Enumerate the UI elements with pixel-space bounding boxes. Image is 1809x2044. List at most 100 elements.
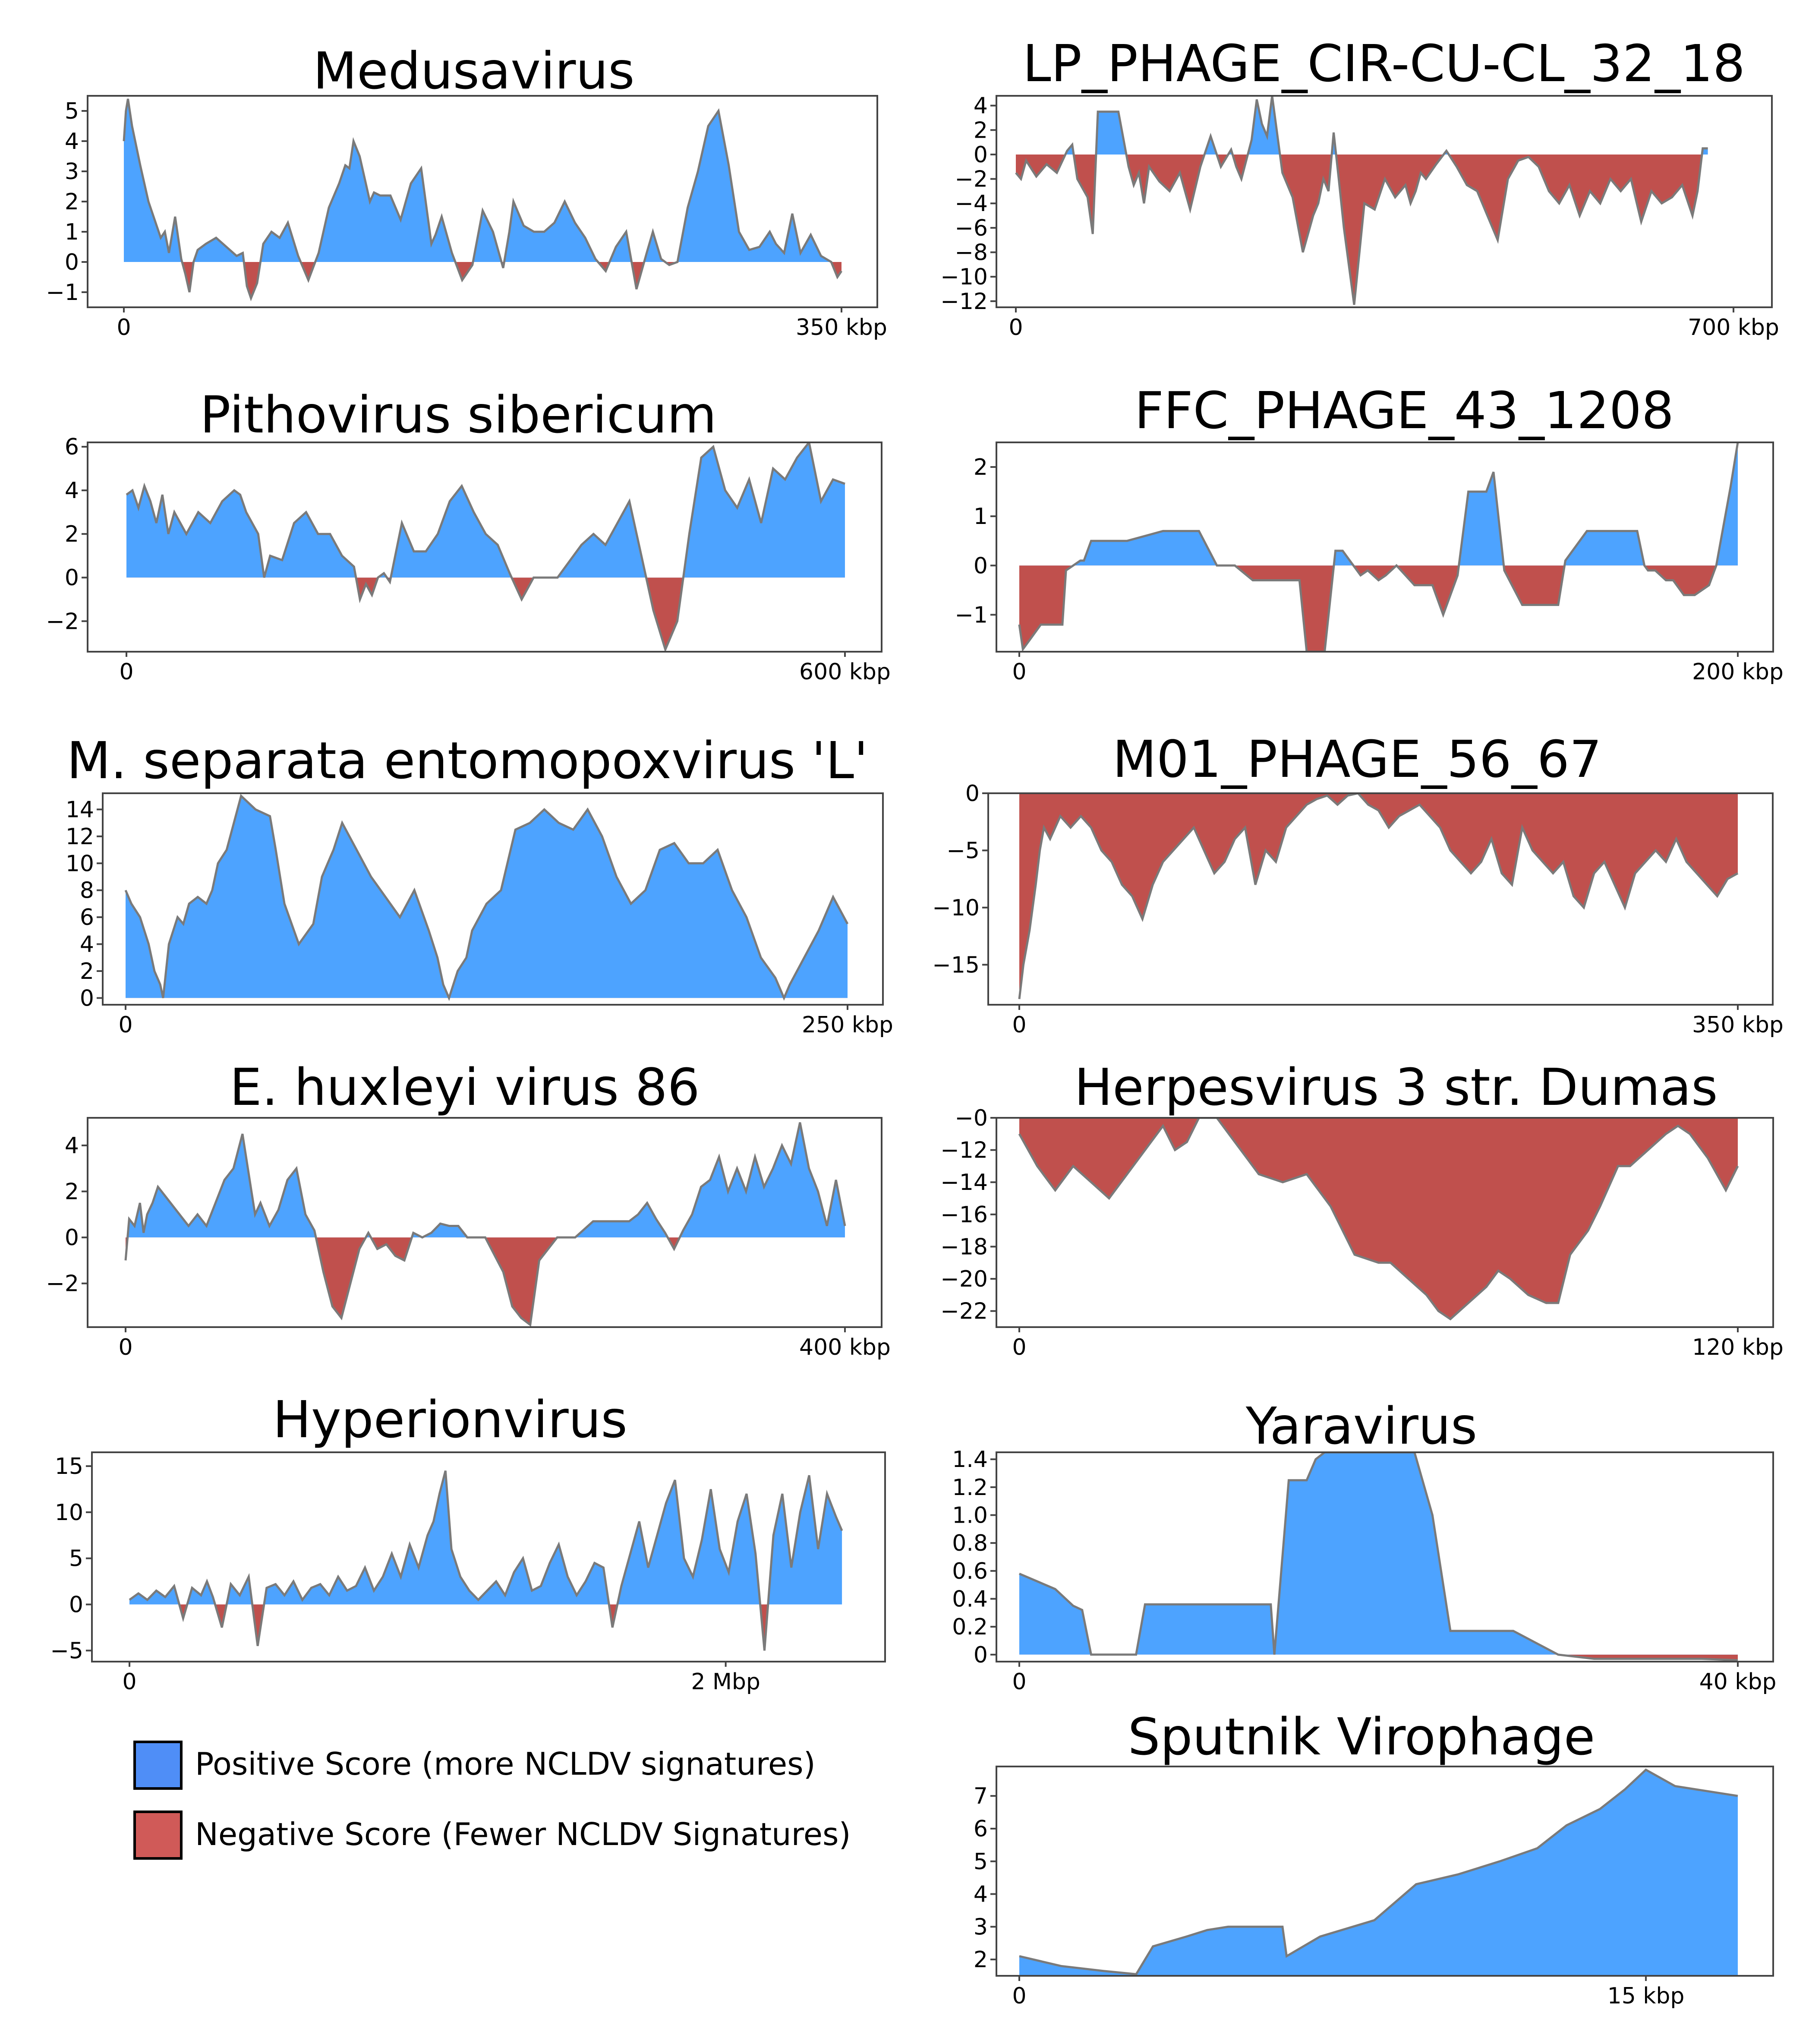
negative-area <box>126 1237 680 1325</box>
y-tick-label: 0.2 <box>952 1614 988 1640</box>
chart-title: Hyperionvirus <box>273 1390 627 1449</box>
chart-title: M. separata entomopoxvirus 'L' <box>67 731 868 790</box>
x-tick-label: 0 <box>1012 1334 1026 1360</box>
score-line <box>126 442 845 652</box>
y-tick-label: 7 <box>974 1783 988 1809</box>
y-tick-label: 14 <box>66 797 94 823</box>
chart-title: E. huxleyi virus 86 <box>230 1057 700 1117</box>
score-line <box>1018 442 1739 652</box>
chart-panel: M01_PHAGE_56_67 0 −5 −10 −15 0 350 kbp <box>932 729 1784 1038</box>
y-tick-label: 4 <box>974 93 988 119</box>
score-line <box>1019 1452 1738 1662</box>
y-tick-label: 0.4 <box>952 1587 988 1612</box>
y-tick-label: −10 <box>940 264 988 290</box>
x-tick-label: 40 kbp <box>1699 1669 1777 1695</box>
y-tick-label: −15 <box>932 952 980 978</box>
y-tick-label: −8 <box>955 240 988 266</box>
y-tick-label: 10 <box>55 1500 83 1526</box>
y-tick-label: −16 <box>940 1202 988 1228</box>
chart-panel: Herpesvirus 3 str. Dumas −0 −12 −14 −16 −18 −2… <box>940 1057 1784 1360</box>
y-tick-label: 0 <box>974 1642 988 1668</box>
x-tick-label: 0 <box>1012 659 1026 685</box>
plot-frame <box>996 1117 1774 1328</box>
y-tick-label: 0 <box>80 985 94 1011</box>
score-line <box>124 794 849 1001</box>
score-line <box>129 1470 843 1651</box>
plot-frame <box>87 442 882 653</box>
legend-swatch-positive <box>133 1741 183 1790</box>
score-line <box>1015 96 1708 305</box>
y-tick-label: 0.8 <box>952 1530 988 1556</box>
y-tick-label: 1 <box>974 504 988 530</box>
y-tick-label: 0 <box>65 249 79 275</box>
x-tick-label: 0 <box>1009 315 1023 341</box>
x-tick-label: 0 <box>122 1669 136 1695</box>
y-tick-label: 2 <box>65 1179 79 1205</box>
y-tick-label: −14 <box>940 1170 988 1195</box>
x-tick-label: 400 kbp <box>799 1334 891 1360</box>
legend-swatch-negative <box>133 1811 183 1860</box>
y-tick-label: 1 <box>65 219 79 245</box>
positive-area <box>126 442 845 578</box>
y-tick-label: −5 <box>946 838 980 864</box>
plot-frame <box>102 792 884 1006</box>
chart-title: FFC_PHAGE_43_1208 <box>1135 381 1674 440</box>
y-tick-label: 6 <box>974 1816 988 1842</box>
y-tick-label: −2 <box>46 1271 79 1297</box>
plot-frame <box>87 1117 882 1328</box>
y-tick-label: 0 <box>974 553 988 579</box>
chart-title: Sputnik Virophage <box>1128 1707 1595 1766</box>
plot-frame <box>996 95 1773 308</box>
score-line <box>1018 793 1739 1000</box>
y-tick-label: −1 <box>955 602 988 628</box>
y-tick-label: 3 <box>974 1914 988 1940</box>
plot-frame <box>996 1766 1774 1977</box>
x-tick-label: 120 kbp <box>1692 1334 1784 1360</box>
positive-area <box>129 1470 842 1605</box>
x-tick-label: 350 kbp <box>1692 1012 1784 1038</box>
y-tick-label: 5 <box>65 98 79 124</box>
negative-area <box>1016 154 1708 305</box>
chart-panel: FFC_PHAGE_43_1208 2 1 0 −1 0 200 kbp <box>955 381 1784 685</box>
chart-title: Herpesvirus 3 str. Dumas <box>1074 1057 1718 1117</box>
plot-frame <box>996 1451 1774 1662</box>
y-tick-label: −1 <box>46 280 79 306</box>
chart-title: Pithovirus sibericum <box>200 385 716 445</box>
x-tick-label: 0 <box>1012 1012 1026 1038</box>
y-tick-label: 2 <box>80 959 94 984</box>
y-tick-label: −2 <box>955 167 988 192</box>
legend-label-negative: Negative Score (Fewer NCLDV Signatures) <box>195 1816 851 1852</box>
chart-title: LP_PHAGE_CIR-CU-CL_32_18 <box>1023 34 1745 93</box>
x-tick-label: 700 kbp <box>1688 315 1779 341</box>
x-tick-label: 2 Mbp <box>691 1669 760 1695</box>
score-line <box>124 1122 846 1327</box>
y-tick-label: 10 <box>66 851 94 877</box>
positive-area <box>1019 1770 1738 1976</box>
negative-area <box>1019 565 1738 652</box>
chart-panel: Sputnik Virophage 7 6 5 4 3 20 15 kbp <box>974 1707 1774 2009</box>
y-tick-label: 2 <box>974 117 988 143</box>
negative-area <box>1019 793 1738 999</box>
y-tick-label: 0 <box>965 781 980 807</box>
y-tick-label: 6 <box>80 905 94 931</box>
y-tick-label: −4 <box>955 191 988 217</box>
chart-title: M01_PHAGE_56_67 <box>1113 729 1602 789</box>
y-tick-label: −12 <box>940 1138 988 1164</box>
x-tick-label: 350 kbp <box>796 315 887 341</box>
y-tick-label: −18 <box>940 1234 988 1260</box>
x-tick-label: 0 <box>1012 1669 1026 1695</box>
y-tick-label: 6 <box>65 434 79 460</box>
y-tick-label: −6 <box>955 215 988 241</box>
y-tick-label: 2 <box>974 454 988 480</box>
y-tick-label: 4 <box>80 932 94 958</box>
y-tick-label: 1.0 <box>952 1503 988 1529</box>
plot-frame <box>987 792 1774 1006</box>
chart-panel: LP_PHAGE_CIR-CU-CL_32_18420−2−4−6−8−10−1… <box>940 34 1779 341</box>
negative-area <box>126 796 848 998</box>
legend-label-positive: Positive Score (more NCLDV signatures) <box>195 1746 816 1782</box>
positive-area <box>124 99 841 262</box>
negative-area <box>356 577 684 650</box>
x-tick-label: 0 <box>119 659 133 685</box>
